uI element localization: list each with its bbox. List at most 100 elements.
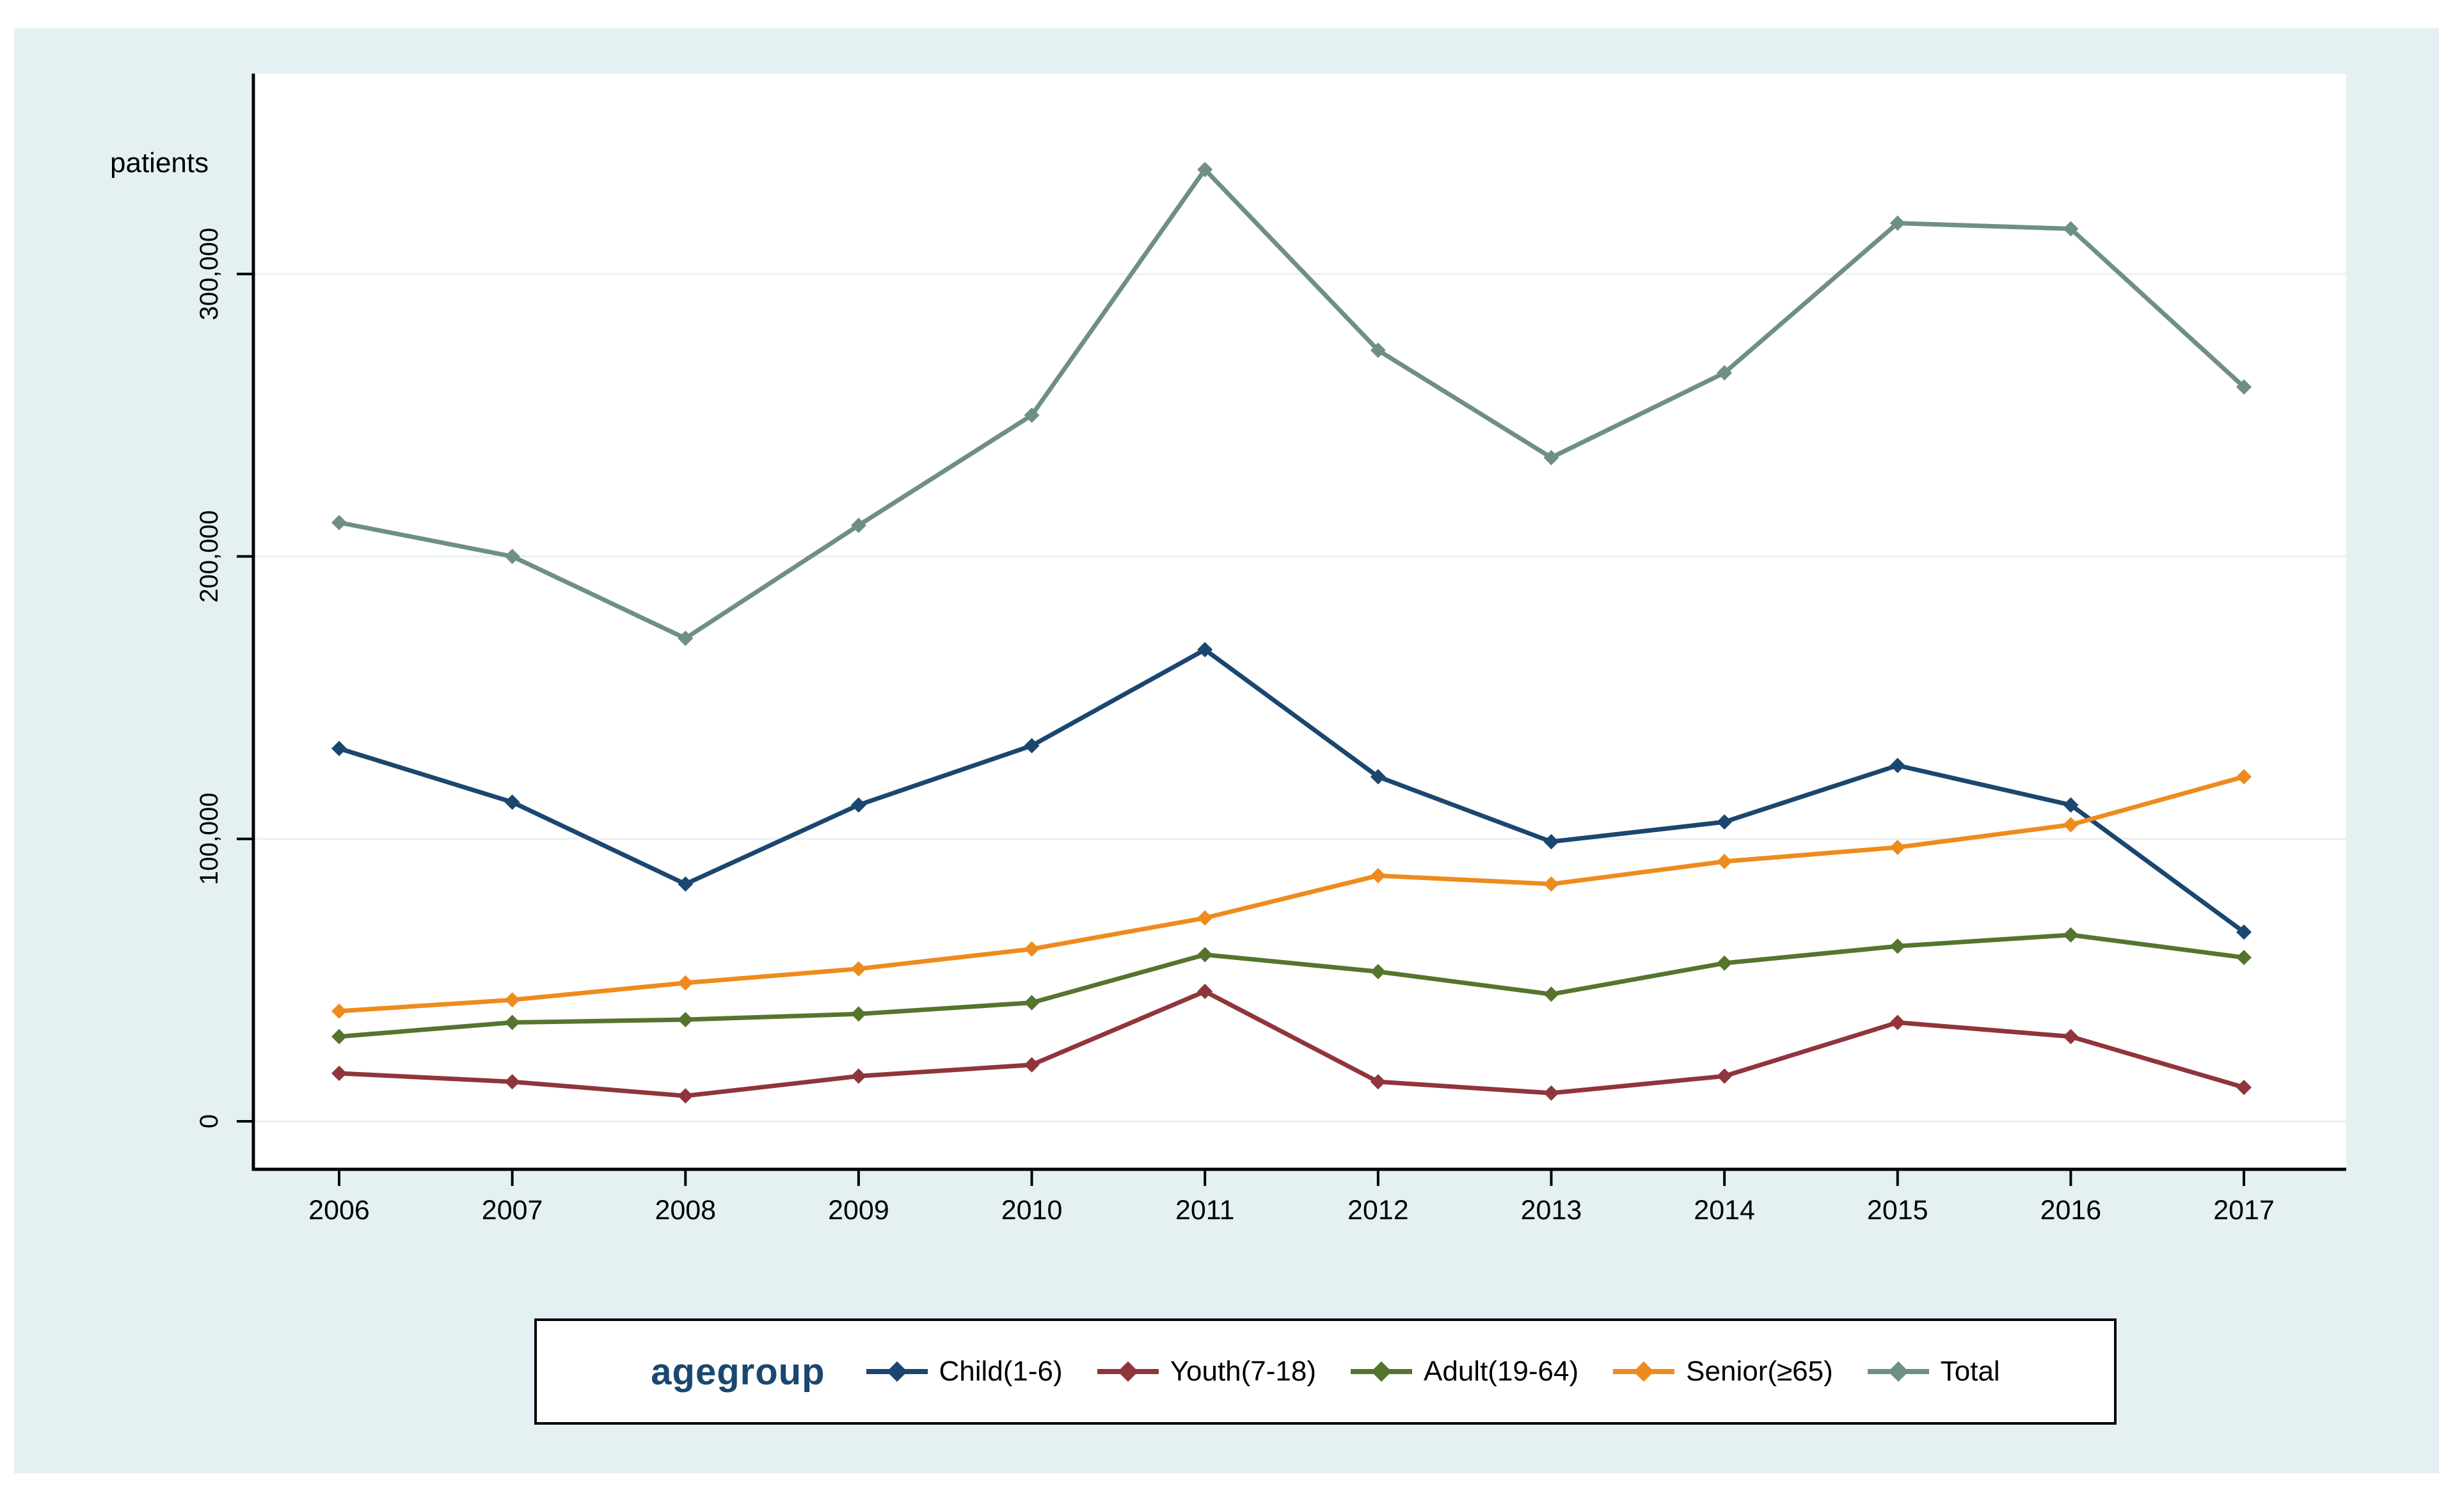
series-marker: [850, 961, 866, 977]
series-marker: [1197, 161, 1213, 177]
legend-item-total: Total: [1867, 1356, 2000, 1388]
line-diamond-key-icon: [1351, 1361, 1413, 1382]
series-marker: [850, 1006, 866, 1022]
series-marker: [1370, 868, 1386, 884]
x-tick-label: 2009: [828, 1195, 889, 1226]
series-marker: [331, 1003, 347, 1019]
series-marker: [1717, 955, 1733, 971]
series-line-adult-19-64-: [338, 933, 2245, 1039]
series-marker: [678, 630, 694, 646]
y-tick-label: 300,000: [195, 228, 223, 321]
series-marker: [1543, 834, 1559, 850]
series-marker: [1889, 839, 1905, 855]
series-line-senior-65-: [338, 774, 2245, 1014]
series-marker: [1543, 986, 1559, 1002]
series-marker: [678, 876, 694, 892]
series-marker: [678, 975, 694, 991]
series-marker: [1197, 947, 1213, 963]
series-marker: [2236, 950, 2252, 966]
y-axis-title: patients: [110, 147, 209, 179]
series-marker: [1889, 938, 1905, 954]
series-marker: [504, 1014, 520, 1030]
series-marker: [504, 794, 520, 810]
y-tick-label: 100,000: [195, 792, 223, 885]
series-marker: [2063, 927, 2079, 943]
series-line-total: [338, 166, 2246, 641]
series-marker: [678, 1012, 694, 1028]
legend-item-youth: Youth(7-18): [1097, 1356, 1316, 1388]
series-marker: [504, 548, 520, 564]
line-diamond-key-icon: [1867, 1361, 1929, 1382]
series-marker: [1024, 738, 1040, 754]
series-marker: [2236, 379, 2252, 395]
series-marker: [1889, 1014, 1905, 1030]
x-tick-label: 2008: [655, 1195, 716, 1226]
series-marker: [1370, 342, 1386, 358]
legend: agegroup Child(1-6) Youth(7-18) Adult(19…: [534, 1318, 2117, 1425]
line-diamond-key-icon: [866, 1361, 928, 1382]
legend-item-label: Youth(7-18): [1170, 1356, 1317, 1387]
legend-item-label: Total: [1940, 1356, 2000, 1387]
legend-key-diamond: [1888, 1361, 1909, 1382]
series-marker: [1370, 1074, 1386, 1090]
series-marker: [678, 1088, 694, 1104]
series-marker: [1543, 1085, 1559, 1101]
x-tick-label: 2015: [1867, 1195, 1928, 1226]
series-marker: [2063, 221, 2079, 237]
series-marker: [1197, 910, 1213, 926]
series-marker: [850, 1068, 866, 1084]
series-marker: [1889, 215, 1905, 231]
series-marker: [1717, 854, 1733, 870]
series-marker: [1889, 757, 1905, 773]
legend-item-label: Senior(≥65): [1686, 1356, 1833, 1387]
x-tick-label: 2016: [2040, 1195, 2102, 1226]
series-marker: [1717, 1068, 1733, 1084]
legend-item-label: Child(1-6): [939, 1356, 1063, 1387]
plot-area: [253, 74, 2346, 1169]
series-marker: [504, 992, 520, 1008]
series-marker: [1197, 642, 1213, 658]
x-tick-label: 2017: [2213, 1195, 2275, 1226]
series-marker: [2063, 817, 2079, 833]
chart-figure: 0 100,000 200,000 300,000 2006 2007 2008 2009 20…: [14, 28, 2439, 1473]
x-tick-label: 2014: [1694, 1195, 1755, 1226]
legend-key-diamond: [1117, 1361, 1138, 1382]
series-line-youth-7-18-: [338, 989, 2245, 1098]
series-marker: [331, 740, 347, 757]
series-line-child-1-6-: [338, 646, 2246, 934]
legend-item-adult: Adult(19-64): [1351, 1356, 1578, 1388]
legend-item-child: Child(1-6): [866, 1356, 1063, 1388]
series-marker: [331, 1065, 347, 1081]
series-marker: [1370, 964, 1386, 980]
series-marker: [1024, 995, 1040, 1011]
x-tick-label: 2007: [482, 1195, 543, 1226]
x-tick-label: 2013: [1521, 1195, 1582, 1226]
series-marker: [850, 797, 866, 813]
y-tick-label: 200,000: [195, 510, 223, 603]
line-diamond-key-icon: [1097, 1361, 1159, 1382]
series-marker: [1543, 449, 1559, 465]
x-tick-label: 2006: [308, 1195, 370, 1226]
line-diamond-key-icon: [1613, 1361, 1675, 1382]
series-marker: [850, 517, 866, 533]
legend-key-diamond: [1633, 1361, 1655, 1382]
series-marker: [1024, 941, 1040, 957]
series-marker: [1370, 769, 1386, 785]
legend-key-diamond: [1371, 1361, 1392, 1382]
legend-item-label: Adult(19-64): [1424, 1356, 1579, 1387]
series-marker: [1717, 814, 1733, 830]
series-marker: [331, 515, 347, 531]
series-marker: [504, 1074, 520, 1090]
series-marker: [1543, 876, 1559, 892]
series-marker: [2063, 797, 2079, 813]
series-marker: [1024, 407, 1040, 423]
x-tick-label: 2011: [1175, 1195, 1234, 1226]
legend-item-senior: Senior(≥65): [1613, 1356, 1833, 1388]
series-marker: [2236, 1080, 2252, 1096]
series-marker: [2236, 924, 2252, 940]
series-marker: [1717, 365, 1733, 381]
y-tick-label: 0: [195, 1114, 223, 1128]
series-marker: [1024, 1057, 1040, 1073]
x-tick-label: 2010: [1001, 1195, 1063, 1226]
